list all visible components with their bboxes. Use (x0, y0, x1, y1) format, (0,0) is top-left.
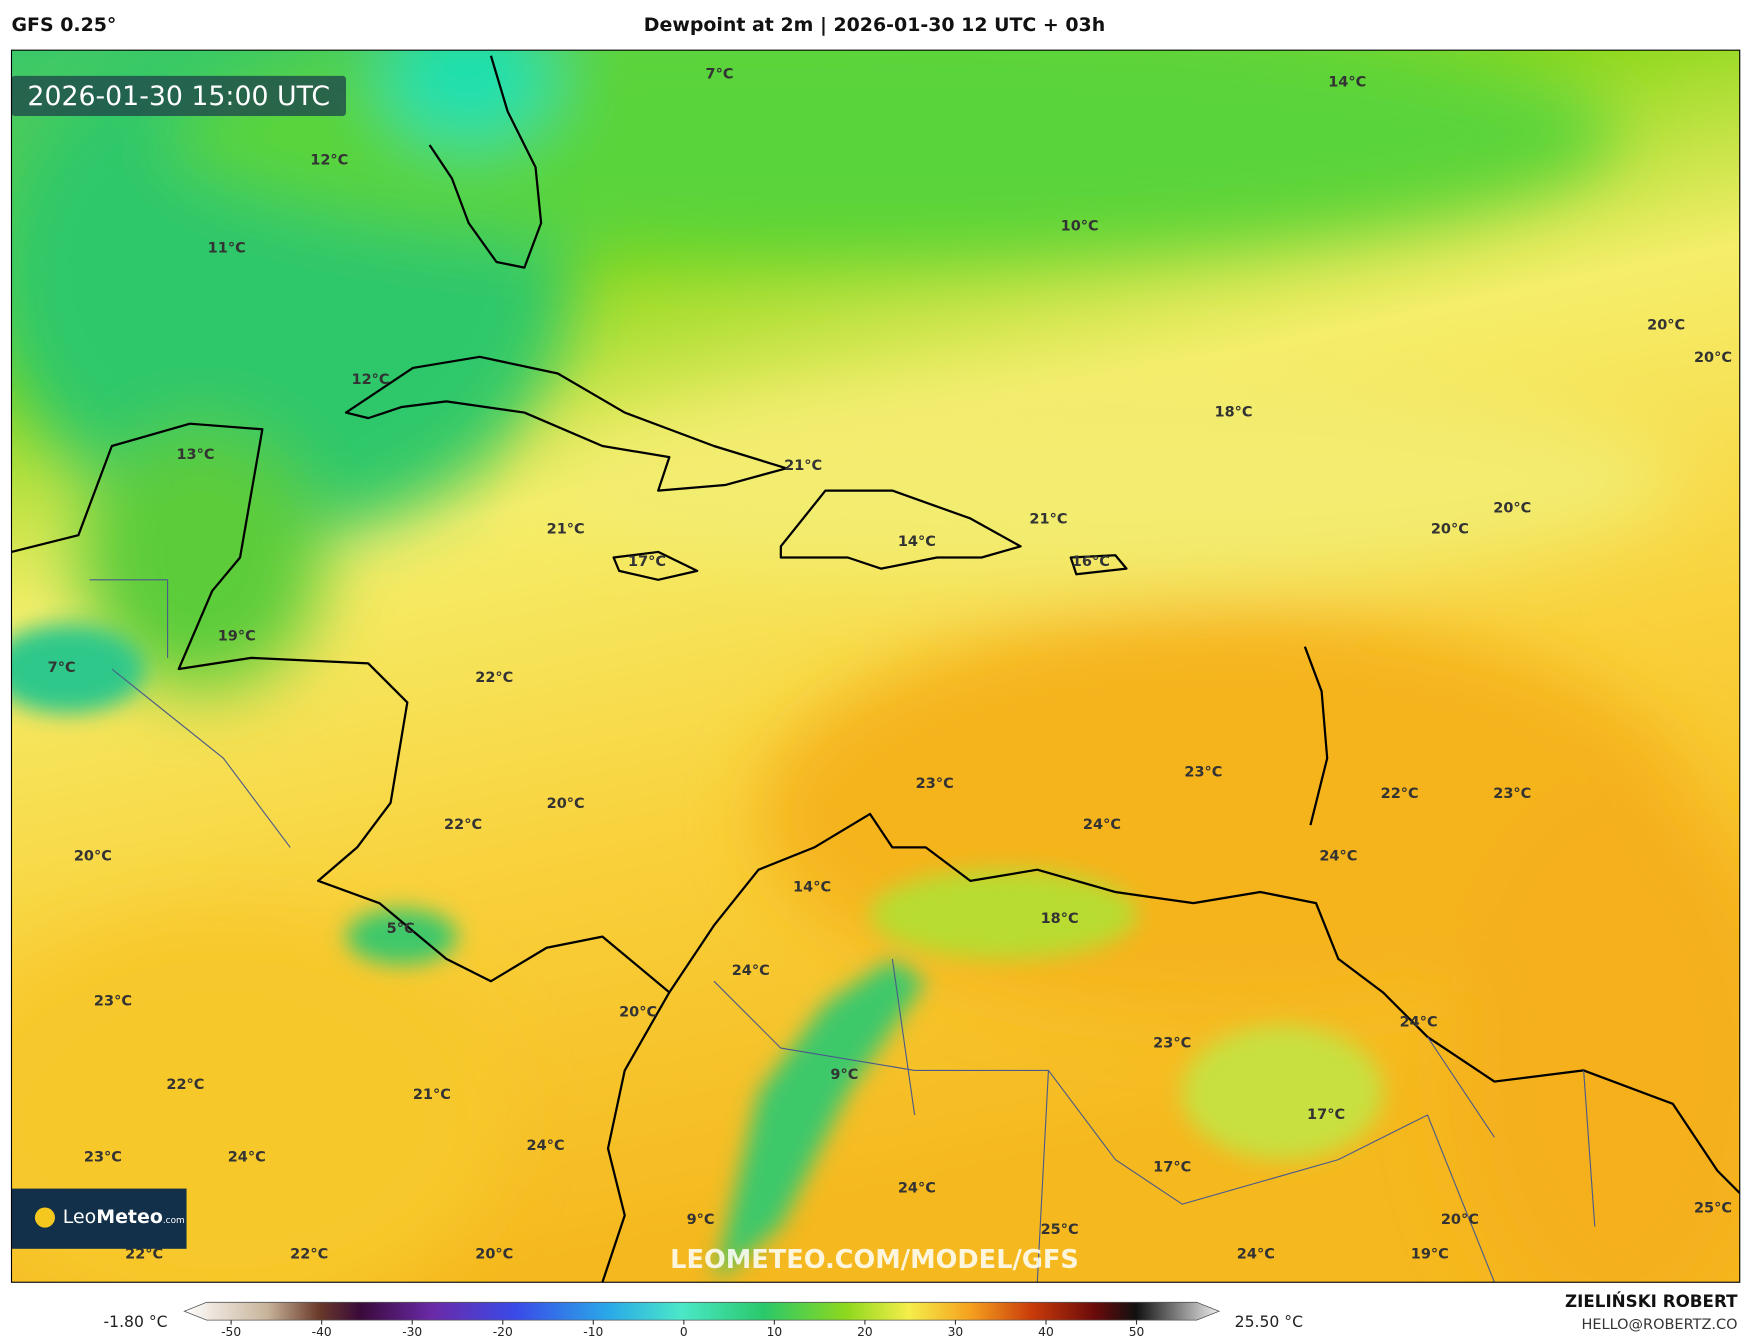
coastlines (11, 55, 1740, 1283)
temperature-label: 18°C (1041, 911, 1079, 927)
map-area: 7°C 14°C 12°C 11°C 10°C 20°C 20°C 12°C 18°C 13°C 2… (11, 50, 1740, 1283)
colorbar-tick-label: -20 (493, 1325, 513, 1338)
temperature-label: 20°C (475, 1246, 513, 1262)
map-labels: 7°C 14°C 12°C 11°C 10°C 20°C 20°C 12°C 18°C 13°C 2… (48, 67, 1732, 1263)
temperature-label: 17°C (1307, 1107, 1345, 1123)
temperature-label: 5°C (387, 921, 415, 937)
temperature-label: 23°C (916, 776, 954, 792)
email: HELLO@ROBERTZ.CO (1581, 1317, 1737, 1333)
temperature-label: 20°C (1441, 1212, 1479, 1228)
temperature-label: 24°C (1319, 848, 1357, 864)
colorbar-max: 25.50 °C (1235, 1313, 1303, 1331)
temperature-label: 20°C (1493, 500, 1531, 516)
temperature-label: 23°C (1184, 765, 1222, 781)
temperature-label: 24°C (732, 963, 770, 979)
temperature-label: 24°C (1400, 1014, 1438, 1030)
colorbar-tick-label: 0 (680, 1325, 688, 1338)
map-title: Dewpoint at 2m | 2026-01-30 12 UTC + 03h (644, 14, 1105, 36)
model-name: GFS 0.25° (11, 14, 116, 36)
temperature-label: 23°C (94, 993, 132, 1009)
colorbar-min: -1.80 °C (104, 1313, 168, 1331)
temperature-label: 12°C (352, 372, 390, 388)
temperature-label: 19°C (218, 629, 256, 645)
logo-text: LeoMeteo.com (63, 1206, 185, 1228)
temperature-label: 25°C (1694, 1201, 1732, 1217)
temperature-label: 9°C (830, 1067, 858, 1083)
colorbar-tick-label: 30 (948, 1325, 964, 1338)
map-frame (10, 49, 1741, 1283)
temperature-label: 14°C (793, 880, 831, 896)
colorbar-tick-label: 40 (1038, 1325, 1054, 1338)
colorbar-tick-label: -30 (402, 1325, 422, 1338)
temperature-label: 20°C (547, 796, 585, 812)
temperature-label: 22°C (1381, 786, 1419, 802)
colorbar-tick-label: -10 (583, 1325, 603, 1338)
temperature-label: 20°C (74, 848, 112, 864)
borders (89, 579, 1596, 1283)
temperature-label: 13°C (176, 447, 214, 463)
temperature-label: 23°C (84, 1149, 122, 1165)
colorbar-ramp (183, 1301, 1221, 1321)
temperature-label: 24°C (527, 1138, 565, 1154)
temperature-label: 14°C (1328, 75, 1366, 91)
temperature-label: 17°C (1153, 1159, 1191, 1175)
temperature-label: 9°C (687, 1212, 715, 1228)
temperature-label: 10°C (1061, 218, 1099, 234)
temperature-label: 21°C (784, 458, 822, 474)
temperature-label: 20°C (1647, 318, 1685, 334)
temperature-label: 22°C (290, 1246, 328, 1262)
temperature-label: 25°C (1041, 1222, 1079, 1238)
temperature-label: 22°C (444, 817, 482, 833)
temperature-label: 20°C (1694, 350, 1732, 366)
temperature-label: 22°C (125, 1246, 163, 1262)
temperature-label: 22°C (475, 670, 513, 686)
temperature-label: 21°C (1029, 512, 1067, 528)
temperature-label: 23°C (1153, 1036, 1191, 1052)
temperature-label: 24°C (228, 1149, 266, 1165)
temperature-label: 23°C (1493, 786, 1531, 802)
time-box (11, 75, 346, 116)
temperature-label: 18°C (1215, 405, 1253, 421)
temperature-label: 14°C (898, 534, 936, 550)
temperature-label: 24°C (1083, 817, 1121, 833)
temperature-label: 16°C (1072, 554, 1110, 570)
author: ZIELIŃSKI ROBERT (1565, 1291, 1738, 1311)
temperature-label: 20°C (1431, 522, 1469, 538)
temperature-label: 19°C (1411, 1246, 1449, 1262)
colorbar-tick-label: -40 (312, 1325, 332, 1338)
colorbar-tick-label: 50 (1129, 1325, 1145, 1338)
temperature-label: 24°C (898, 1181, 936, 1197)
temperature-label: 17°C (628, 554, 666, 570)
temperature-label: 21°C (547, 522, 585, 538)
temperature-label: 12°C (310, 153, 348, 169)
temperature-label: 7°C (706, 67, 734, 83)
colorbar-tick-label: -50 (221, 1325, 241, 1338)
temperature-label: 11°C (208, 241, 246, 257)
colorbar: -1.80 °C 25.50 °C -50 -40 -30 -20 -10 0 10 20 30… (104, 1301, 1303, 1339)
logo-sun (34, 1207, 55, 1228)
temperature-label: 20°C (619, 1004, 657, 1020)
temperature-label: 22°C (166, 1077, 204, 1093)
colorbar-tick-label: 10 (767, 1325, 783, 1338)
temperature-label: 21°C (413, 1087, 451, 1103)
valid-time: 2026-01-30 15:00 UTC (27, 81, 330, 112)
temperature-label: 24°C (1237, 1246, 1275, 1262)
temperature-label: 7°C (48, 660, 76, 676)
colorbar-tick-label: 20 (857, 1325, 873, 1338)
watermark: LEOMETEO.COM/MODEL/GFS (670, 1245, 1079, 1275)
